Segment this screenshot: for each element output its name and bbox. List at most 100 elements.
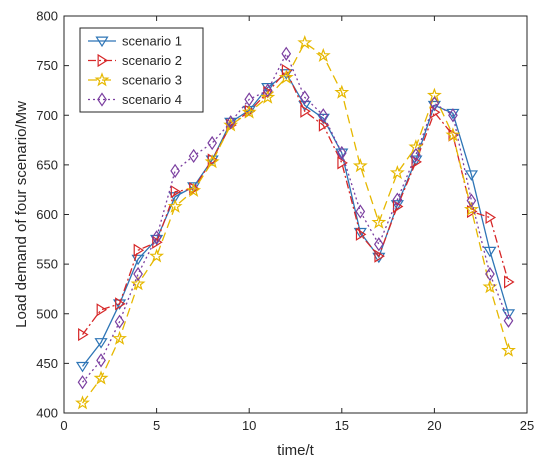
- data-point: [281, 46, 292, 61]
- data-point: [504, 275, 515, 289]
- data-point: [94, 338, 108, 349]
- data-point: [204, 154, 220, 169]
- data-point: [485, 266, 495, 282]
- data-point: [244, 92, 255, 107]
- y-tick-label: 400: [36, 406, 58, 421]
- data-point: [225, 115, 236, 130]
- legend-marker: [95, 36, 109, 48]
- data-point: [149, 248, 165, 263]
- data-point: [334, 84, 350, 99]
- series-layer: [75, 34, 516, 410]
- data-point: [445, 127, 461, 142]
- y-tick-label: 500: [36, 306, 58, 321]
- data-point: [485, 210, 497, 225]
- data-point: [355, 227, 367, 241]
- data-point: [262, 83, 273, 98]
- data-point: [75, 361, 90, 373]
- legend-marker: [94, 72, 110, 87]
- legend-marker: [97, 92, 107, 107]
- data-point: [374, 249, 385, 263]
- data-point: [355, 204, 366, 219]
- data-point: [373, 237, 384, 252]
- y-tick-label: 650: [36, 157, 58, 172]
- data-point: [241, 104, 257, 119]
- data-point: [299, 90, 310, 105]
- x-tick-label: 10: [242, 418, 256, 433]
- data-point: [115, 297, 126, 311]
- data-point: [188, 148, 199, 164]
- data-point: [392, 192, 403, 207]
- data-point: [448, 108, 458, 123]
- data-point: [297, 34, 313, 50]
- data-point: [315, 47, 331, 63]
- data-point: [466, 204, 478, 219]
- data-point: [133, 243, 145, 257]
- legend-item: scenario 4: [88, 92, 182, 107]
- legend: scenario 1 scenario 2 scenario 3 scenario 4: [79, 27, 204, 113]
- data-point: [501, 342, 516, 357]
- data-point: [318, 108, 329, 123]
- legend-marker: [97, 53, 109, 68]
- y-tick-label: 800: [36, 9, 58, 24]
- data-point: [96, 303, 108, 317]
- data-point: [186, 182, 202, 198]
- legend-box: [79, 27, 204, 113]
- data-point: [170, 163, 180, 178]
- y-tick-label: 550: [36, 257, 58, 272]
- legend-label: scenario 4: [122, 92, 182, 107]
- data-point: [170, 185, 182, 199]
- data-point: [133, 266, 143, 282]
- data-point: [75, 395, 90, 410]
- data-point: [96, 353, 106, 368]
- data-point: [167, 198, 183, 213]
- data-point: [501, 309, 516, 320]
- data-point: [207, 135, 218, 151]
- data-point: [114, 314, 125, 329]
- data-point: [93, 370, 109, 385]
- y-tick-label: 450: [36, 356, 58, 371]
- y-tick-label: 750: [36, 58, 58, 73]
- data-point: [130, 276, 146, 291]
- data-point: [483, 246, 497, 258]
- legend-label: scenario 3: [122, 73, 182, 88]
- data-point: [318, 118, 330, 132]
- data-point: [337, 156, 348, 170]
- legend-item: scenario 1: [88, 34, 182, 49]
- data-point: [112, 299, 127, 310]
- data-point: [464, 170, 479, 181]
- data-point: [352, 158, 368, 173]
- data-point: [389, 164, 405, 180]
- legend-label: scenario 1: [122, 34, 182, 49]
- data-point: [503, 313, 514, 328]
- series-4: [77, 46, 514, 390]
- data-point: [151, 230, 162, 245]
- series-line: [82, 52, 510, 383]
- axes-layer: 0 5 10 15 20 25 400 450 500 550 600 650 700 750 800: [36, 9, 534, 434]
- data-point: [77, 375, 88, 390]
- y-axis-label: Load demand of four scenario/Mw: [13, 101, 30, 328]
- y-tick-label: 700: [36, 108, 58, 123]
- x-tick-label: 5: [153, 418, 160, 433]
- x-tick-label: 0: [60, 418, 67, 433]
- x-tick-label: 15: [335, 418, 349, 433]
- data-point: [371, 214, 387, 229]
- data-point: [335, 148, 349, 160]
- data-point: [336, 145, 347, 161]
- x-tick-label: 25: [520, 418, 534, 433]
- legend-item: scenario 2: [88, 53, 182, 68]
- y-tick-label: 600: [36, 207, 58, 222]
- data-point: [112, 330, 127, 345]
- data-point: [152, 235, 163, 249]
- data-point: [278, 69, 294, 84]
- legend-item: scenario 3: [88, 72, 182, 88]
- data-point: [411, 147, 421, 163]
- data-point: [429, 96, 440, 111]
- data-point: [463, 201, 479, 216]
- x-axis-label: time/t: [277, 442, 315, 459]
- legend-label: scenario 2: [122, 53, 182, 68]
- x-tick-label: 20: [427, 418, 441, 433]
- data-point: [260, 89, 276, 104]
- data-point: [466, 193, 477, 208]
